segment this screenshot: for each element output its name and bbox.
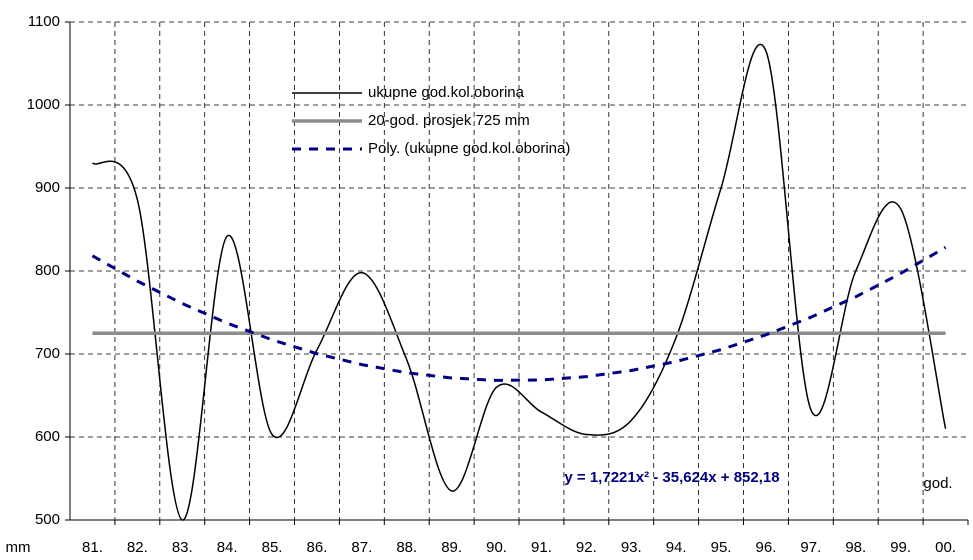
x-tick-label: 95. [711,539,732,556]
series-line [91,246,947,382]
x-tick-label: 98. [845,539,866,556]
y-tick-label: 1100 [28,13,60,30]
x-tick-label: 82. [127,539,148,556]
y-tick-label: 1000 [27,96,60,113]
y-tick-label: 600 [35,428,60,445]
x-tick-label: 86. [307,539,328,556]
x-tick-label: 93. [621,539,642,556]
x-unit: god. [923,475,952,492]
x-tick-label: 81. [82,539,103,556]
x-tick-label: 00. [935,539,956,556]
x-tick-label: 85. [262,539,283,556]
x-tick-label: 90. [486,539,507,556]
legend-label: Poly. (ukupne god.kol.oborina) [368,140,570,157]
x-tick-label: 92. [576,539,597,556]
x-tick-label: 89. [441,539,462,556]
x-tick-label: 97. [800,539,821,556]
legend-label: ukupne god.kol.oborina [368,84,525,101]
x-tick-label: 96. [756,539,777,556]
x-tick-label: 87. [351,539,372,556]
series-line [91,43,947,521]
legend-label: 20-god. prosjek 725 mm [368,112,530,129]
x-tick-label: 94. [666,539,687,556]
equation: y = 1,7221x² - 35,624x + 852,18 [564,469,779,486]
y-tick-label: 800 [35,262,60,279]
y-unit: mm [6,539,31,556]
y-tick-label: 900 [35,179,60,196]
x-tick-label: 84. [217,539,238,556]
x-tick-label: 83. [172,539,193,556]
y-tick-label: 500 [35,511,60,528]
x-tick-label: 91. [531,539,552,556]
x-tick-label: 99. [890,539,911,556]
x-tick-label: 88. [396,539,417,556]
y-tick-label: 700 [35,345,60,362]
